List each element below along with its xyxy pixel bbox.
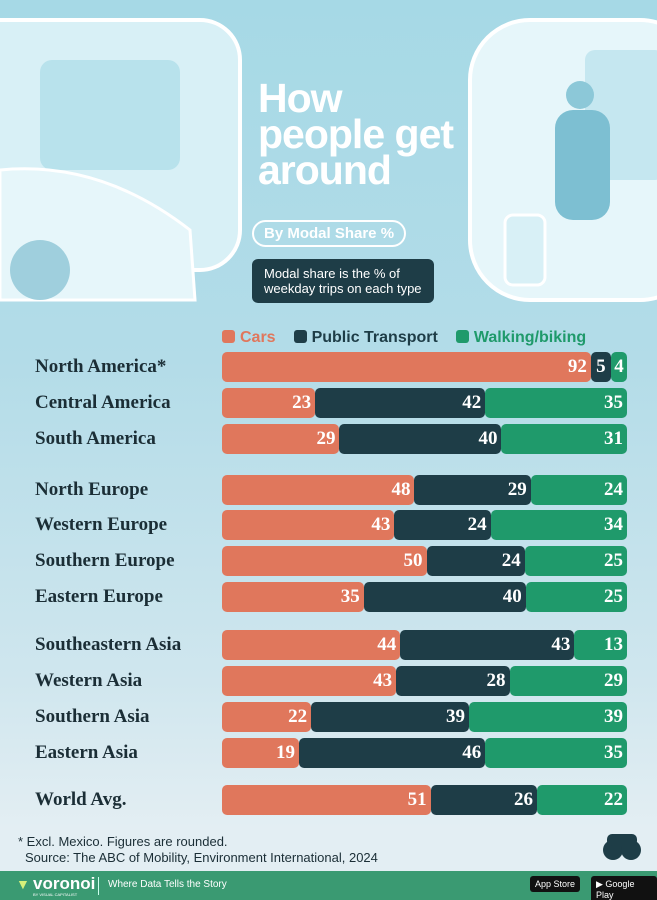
category-label: Eastern Asia (35, 742, 138, 763)
binoculars-icon (603, 834, 641, 860)
stacked-bar: 23 42 35 (222, 388, 627, 418)
chart-subtitle: By Modal Share % (252, 220, 407, 247)
bar-segment-cars: 50 (222, 546, 427, 576)
footer-bar: ▼ voronoi BY VISUAL CAPITALIST Where Dat… (0, 871, 657, 900)
bar-segment-cars: 23 (222, 388, 316, 418)
bar-segment-cars: 44 (222, 630, 401, 660)
category-label: World Avg. (35, 789, 127, 810)
bar-row: Central America 23 42 35 (0, 388, 657, 418)
bar-segment-public-transport: 28 (396, 666, 510, 696)
bar-segment-cars: 43 (222, 510, 395, 540)
bus-and-car-illustration (0, 18, 657, 302)
stacked-bar: 43 28 29 (222, 666, 627, 696)
google-play-button[interactable]: ▶ Google Play (591, 876, 657, 900)
brand-name[interactable]: voronoi (33, 874, 96, 893)
chart-title: How people get around (258, 75, 454, 193)
footnote: * Excl. Mexico. Figures are rounded. (18, 834, 228, 849)
legend-walking-biking: Walking/biking (455, 329, 586, 347)
bar-row: Southern Europe 50 24 25 (0, 546, 657, 576)
definition-note: Modal share is the % of weekday trips on… (252, 259, 434, 303)
stacked-bar: 50 24 25 (222, 546, 627, 576)
app-store-button[interactable]: App Store (530, 876, 581, 892)
voronoi-logo-icon: ▼ (16, 876, 30, 892)
footnotes: * Excl. Mexico. Figures are rounded. Sou… (18, 834, 378, 866)
bar-segment-walking-biking: 35 (485, 738, 627, 768)
stacked-bar: 29 40 31 (222, 424, 627, 454)
bar-segment-walking-biking: 25 (525, 582, 627, 612)
bar-segment-public-transport: 46 (298, 738, 486, 768)
category-label: South America (35, 428, 156, 449)
bar-segment-cars: 22 (222, 702, 312, 732)
bar-row: World Avg. 51 26 22 (0, 785, 657, 815)
category-label: Western Europe (35, 514, 168, 535)
bar-segment-walking-biking: 4 (610, 352, 627, 382)
category-label: Eastern Europe (35, 586, 163, 607)
bar-row: North America* 92 5 4 (0, 352, 657, 382)
bar-segment-walking-biking: 13 (574, 630, 627, 660)
bar-segment-cars: 29 (222, 424, 340, 454)
bar-segment-cars: 92 (222, 352, 591, 382)
bar-row: Eastern Europe 35 40 25 (0, 582, 657, 612)
bar-segment-cars: 35 (222, 582, 364, 612)
divider (98, 877, 99, 895)
bar-row: North Europe 48 29 24 (0, 475, 657, 505)
brand-sub: BY VISUAL CAPITALIST (33, 892, 78, 897)
bar-segment-public-transport: 40 (339, 424, 502, 454)
bar-segment-cars: 48 (222, 475, 415, 505)
category-label: North America* (35, 356, 167, 377)
bar-segment-cars: 19 (222, 738, 299, 768)
stacked-bar: 48 29 24 (222, 475, 627, 505)
bar-segment-public-transport: 29 (414, 475, 531, 505)
bar-row: Southern Asia 22 39 39 (0, 702, 657, 732)
legend: Cars Public Transport Walking/biking (222, 329, 586, 347)
legend-public-transport: Public Transport (293, 329, 438, 347)
bar-row: Western Asia 43 28 29 (0, 666, 657, 696)
stacked-bar: 35 40 25 (222, 582, 627, 612)
source: Source: The ABC of Mobility, Environment… (25, 850, 378, 865)
bar-row: South America 29 40 31 (0, 424, 657, 454)
bar-segment-walking-biking: 31 (501, 424, 627, 454)
bar-segment-walking-biking: 29 (509, 666, 627, 696)
bar-row: Western Europe 43 24 34 (0, 510, 657, 540)
category-label: Southern Asia (35, 706, 150, 727)
stacked-bar: 44 43 13 (222, 630, 627, 660)
bar-segment-public-transport: 40 (363, 582, 526, 612)
stacked-bar: 22 39 39 (222, 702, 627, 732)
stacked-bar: 92 5 4 (222, 352, 627, 382)
bar-segment-walking-biking: 22 (536, 785, 627, 815)
bar-segment-public-transport: 24 (394, 510, 491, 540)
bar-segment-public-transport: 43 (400, 630, 575, 660)
bar-segment-public-transport: 5 (590, 352, 611, 382)
stacked-bar: 51 26 22 (222, 785, 627, 815)
category-label: Southern Europe (35, 550, 175, 571)
bar-segment-walking-biking: 24 (530, 475, 627, 505)
bar-segment-public-transport: 26 (430, 785, 537, 815)
bar-row: Eastern Asia 19 46 35 (0, 738, 657, 768)
category-label: North Europe (35, 479, 149, 500)
category-label: Western Asia (35, 670, 143, 691)
bar-segment-cars: 51 (222, 785, 431, 815)
bar-segment-walking-biking: 35 (485, 388, 627, 418)
category-label: Southeastern Asia (35, 634, 182, 655)
bar-segment-walking-biking: 39 (469, 702, 627, 732)
bar-segment-public-transport: 24 (426, 546, 525, 576)
category-label: Central America (35, 392, 171, 413)
legend-cars: Cars (222, 329, 276, 347)
bar-segment-cars: 43 (222, 666, 397, 696)
bar-segment-public-transport: 42 (315, 388, 486, 418)
tagline: Where Data Tells the Story (108, 879, 227, 890)
bar-row: Southeastern Asia 44 43 13 (0, 630, 657, 660)
bar-segment-public-transport: 39 (311, 702, 470, 732)
stacked-bar: 19 46 35 (222, 738, 627, 768)
bar-segment-walking-biking: 25 (524, 546, 627, 576)
bar-segment-walking-biking: 34 (490, 510, 627, 540)
stacked-bar: 43 24 34 (222, 510, 627, 540)
